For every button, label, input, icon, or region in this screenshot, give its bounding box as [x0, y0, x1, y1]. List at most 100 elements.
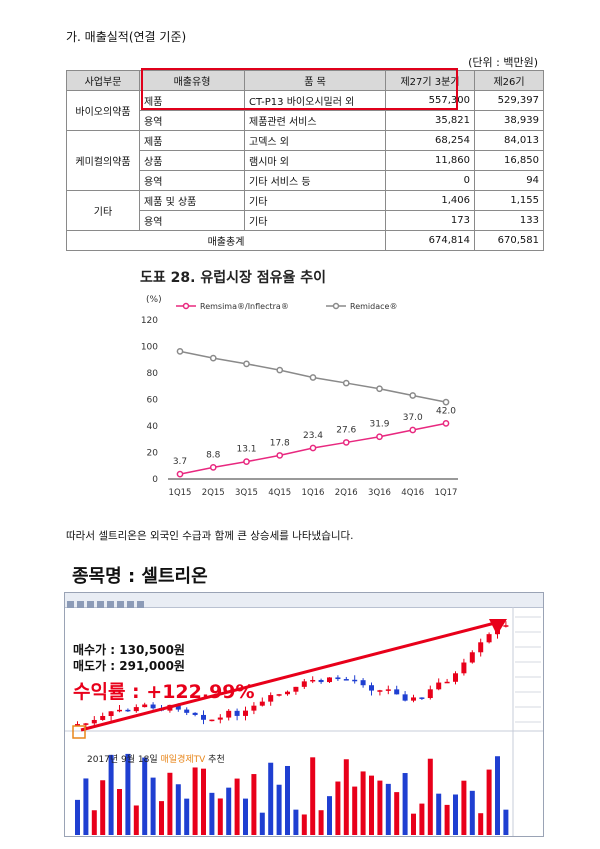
previous-value-cell: 84,013 [474, 130, 544, 151]
toolbar-icon[interactable] [67, 601, 74, 608]
type-cell: 상품 [139, 150, 245, 171]
candle-body [318, 679, 324, 683]
item-cell: CT-P13 바이오시밀러 외 [244, 90, 386, 111]
legend-label: Remsima®/Inflectra® [200, 302, 289, 311]
data-point [409, 392, 417, 399]
volume-bar [360, 771, 366, 835]
candle-body [453, 673, 458, 682]
candle-body [133, 707, 139, 712]
volume-bar [192, 767, 198, 835]
volume-bar [91, 810, 97, 835]
volume-bar [285, 765, 290, 835]
volume-bar [469, 790, 475, 835]
x-tick-label: 4Q15 [268, 488, 291, 498]
type-cell: 용역 [139, 210, 245, 231]
volume-bar [234, 778, 240, 835]
data-label: 31.9 [369, 420, 389, 430]
toolbar-icon[interactable] [127, 601, 134, 608]
toolbar-icon[interactable] [87, 601, 94, 608]
item-cell: 기타 [244, 210, 386, 231]
y-tick-label: 40 [147, 422, 159, 432]
unit-label: (단위 : 백만원) [468, 56, 538, 69]
data-point [176, 470, 184, 478]
current-value-cell: 0 [385, 170, 475, 191]
toolbar-icon[interactable] [77, 601, 84, 608]
type-cell: 용역 [139, 110, 245, 131]
candle-body [461, 662, 467, 674]
rec-source: 매일경제TV [160, 755, 206, 765]
volume-bar [100, 780, 106, 835]
toolbar-icon[interactable] [137, 601, 144, 608]
candle-body [226, 710, 232, 718]
data-label: 3.7 [173, 457, 187, 467]
sell-price: 매도가 : 291,000원 [73, 659, 185, 673]
y-tick-label: 100 [141, 343, 158, 353]
candle-body [310, 679, 316, 682]
candle-body [394, 689, 400, 695]
total-row: 매출총계 674,814 670,581 [66, 230, 544, 251]
data-point [176, 348, 184, 355]
legend-label: Remidace® [350, 302, 397, 311]
candle-body [469, 652, 475, 663]
y-tick-label: 20 [147, 449, 159, 459]
candle-body [335, 677, 341, 680]
candle-body [125, 709, 131, 712]
candle-body [436, 682, 442, 690]
data-point [342, 379, 350, 387]
volume-bar [318, 810, 324, 835]
data-point [376, 433, 383, 441]
candle-body [251, 705, 257, 711]
toolbar-icon[interactable] [97, 601, 104, 608]
data-point [243, 458, 250, 465]
volume-bar [159, 801, 164, 835]
volume-bar [343, 759, 349, 835]
segment-cell: 바이오의약품 [66, 90, 140, 131]
toolbar-icon[interactable] [107, 601, 114, 608]
candle-body [142, 704, 148, 708]
candle-body [243, 710, 248, 716]
table-row: 케미컬의약품 제품 고덱스 외 68,254 84,013 [66, 130, 544, 191]
volume-bar [201, 768, 206, 835]
candle-body [192, 712, 198, 715]
data-point [276, 366, 284, 374]
previous-value-cell: 133 [474, 210, 544, 231]
volume-bar [175, 784, 181, 835]
current-value-cell: 1,406 [385, 190, 475, 211]
volume-bar [133, 805, 139, 835]
current-value-cell: 35,821 [385, 110, 475, 131]
type-cell: 제품 및 상품 [139, 190, 245, 211]
x-tick-label: 3Q16 [368, 488, 391, 498]
item-cell: 고덱스 외 [244, 130, 386, 151]
volume-bar [310, 757, 316, 835]
x-tick-label: 2Q16 [335, 488, 358, 498]
volume-bar [108, 754, 114, 835]
legend-marker [332, 302, 340, 310]
candle-body [201, 714, 206, 720]
volume-bar [327, 796, 332, 835]
volume-bar [495, 756, 500, 835]
x-tick-label: 2Q15 [202, 488, 225, 498]
volume-bar [142, 757, 148, 835]
current-value-cell: 68,254 [385, 130, 475, 151]
candle-body [419, 697, 425, 699]
candle-body [360, 680, 366, 686]
data-label: 27.6 [336, 425, 356, 435]
candle-body [276, 694, 282, 696]
x-tick-label: 1Q17 [435, 488, 458, 498]
previous-value-cell: 529,397 [474, 90, 544, 111]
type-cell: 제품 [139, 130, 245, 151]
total-prev-cell: 670,581 [474, 230, 544, 251]
volume-bar [369, 775, 374, 835]
volume-bar [150, 777, 156, 835]
item-cell: 제품관련 서비스 [244, 110, 386, 131]
market-share-chart: (%) 0 20 40 60 80 100 120 1Q15 2Q15 3Q15 4Q15 1Q16 2Q… [141, 295, 458, 498]
data-point [409, 426, 417, 434]
candle-body [486, 634, 492, 643]
candle-body [259, 701, 265, 706]
chart-title-text: 유럽시장 점유율 추이 [200, 270, 326, 286]
volume-bar [167, 772, 173, 835]
chart-title: 도표 28. 유럽시장 점유율 추이 [140, 267, 326, 287]
data-label: 8.8 [206, 450, 221, 460]
y-tick-label: 120 [141, 316, 158, 326]
toolbar-icon[interactable] [117, 601, 124, 608]
